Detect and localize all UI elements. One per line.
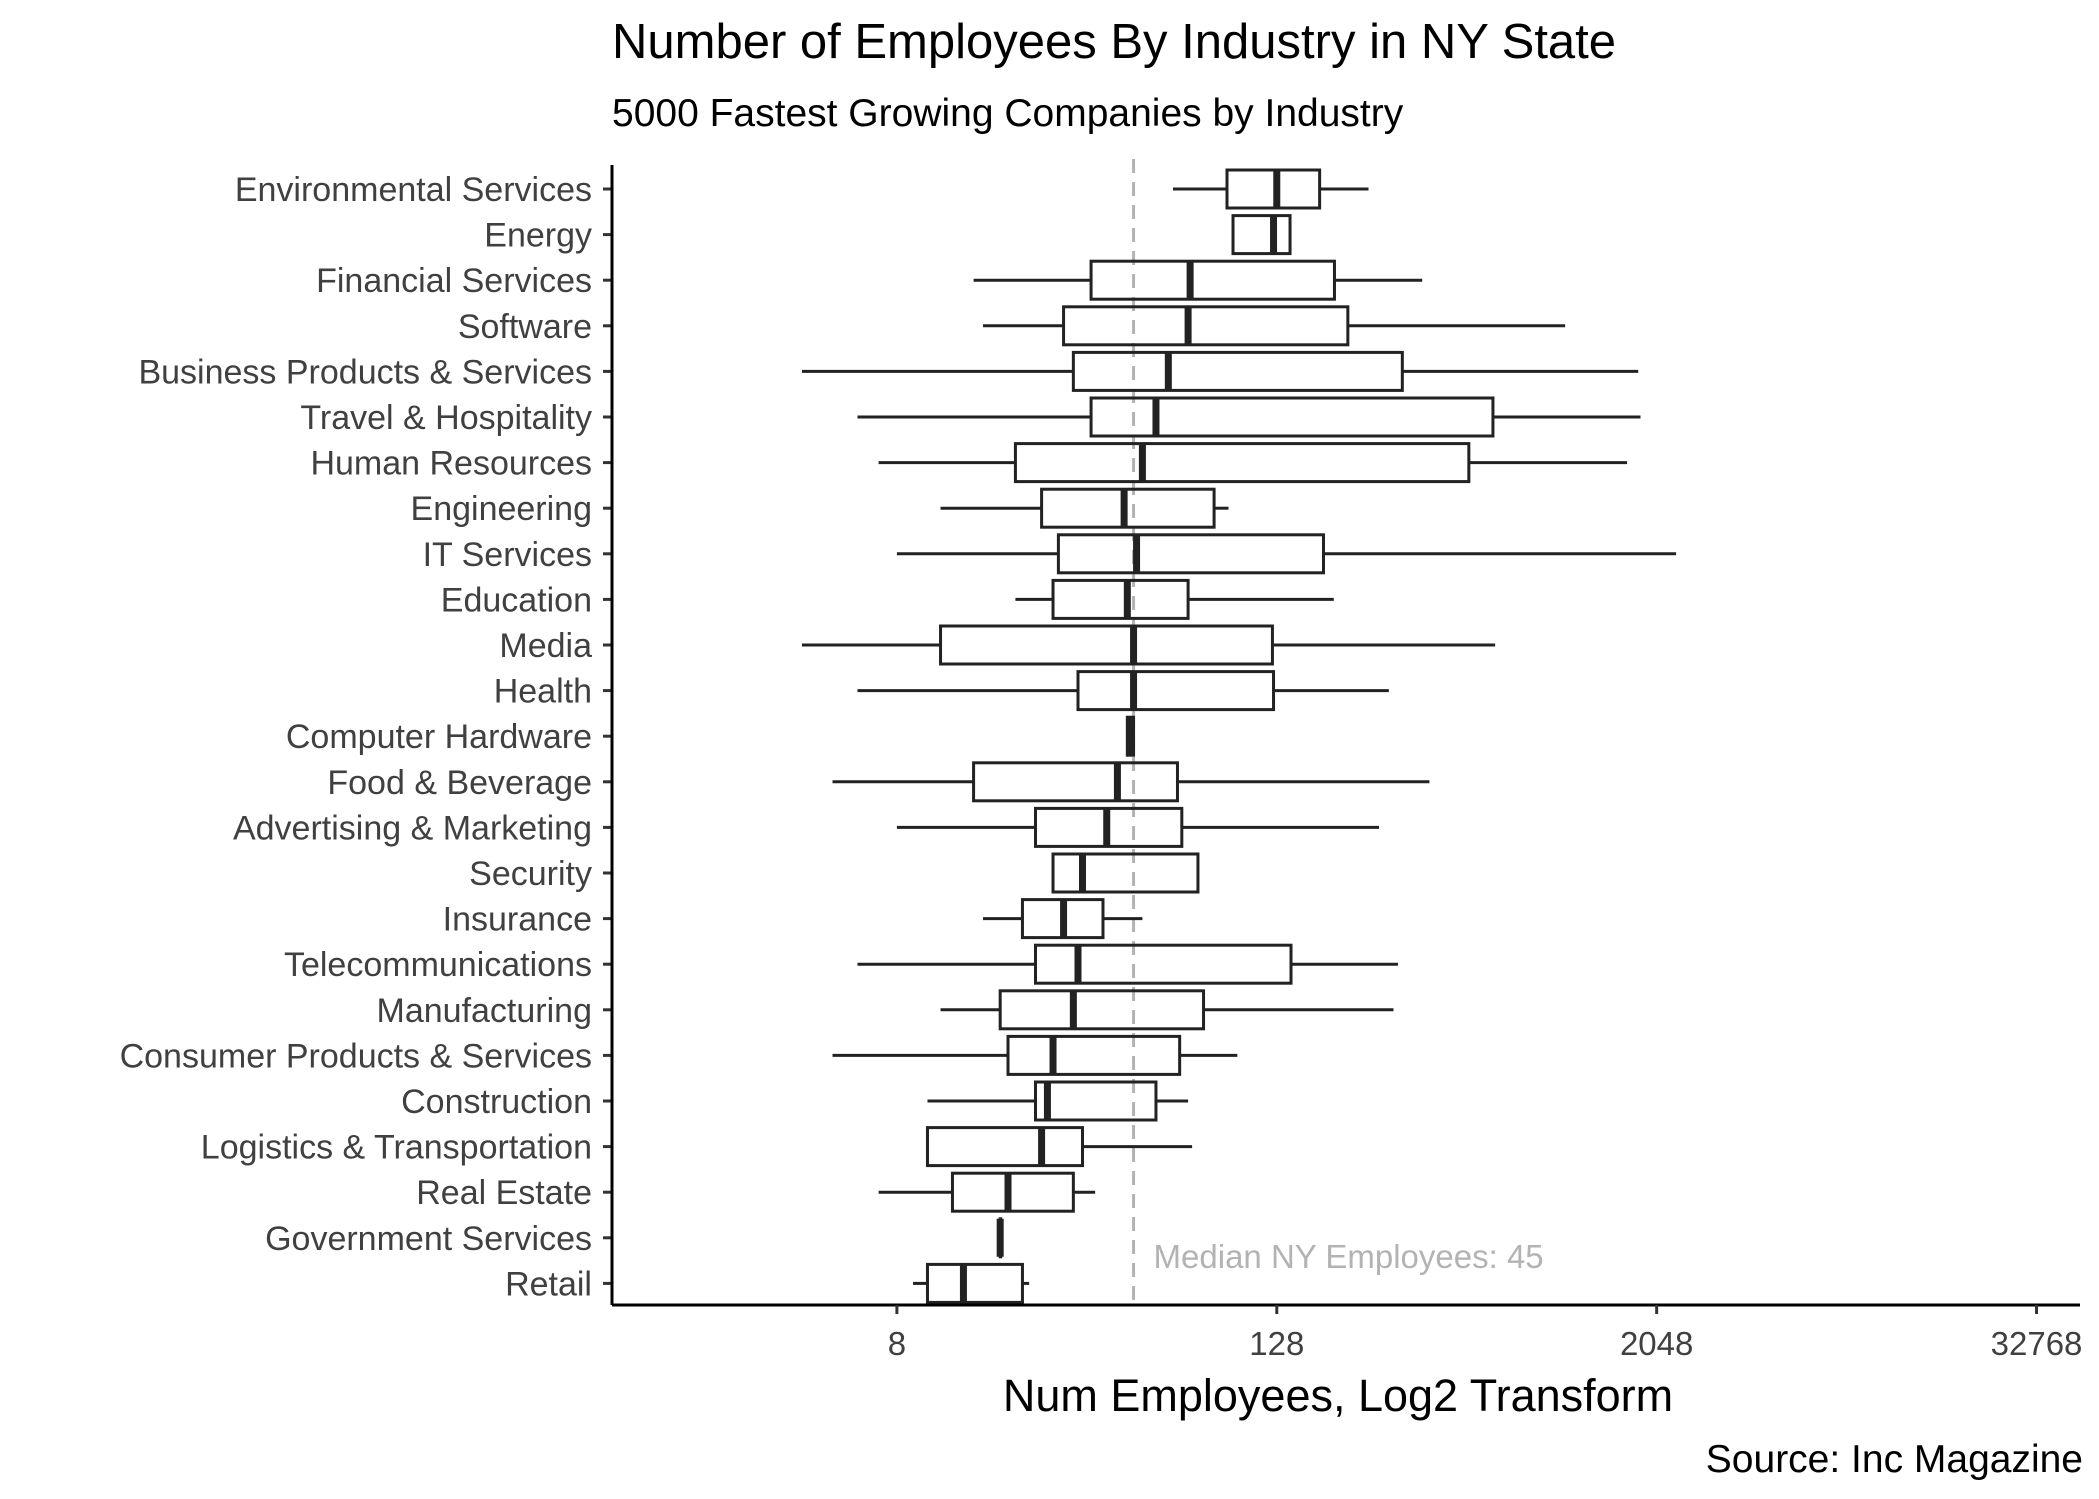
y-tick-label-environmental-services: Environmental Services	[235, 171, 592, 209]
reference-line-label: Median NY Employees: 45	[1154, 1238, 1544, 1275]
x-tick-label-2048: 2048	[1620, 1325, 1693, 1362]
box-it-services	[1056, 533, 1325, 575]
y-tick-label-real-estate: Real Estate	[416, 1174, 592, 1212]
y-tick-label-manufacturing: Manufacturing	[377, 992, 592, 1030]
labels-group: Environmental Services Energy Financial Se…	[120, 171, 2083, 1362]
chart-caption: Source: Inc Magazine	[1705, 1438, 2083, 1481]
box-retail	[925, 1262, 1024, 1304]
y-tick-label-software: Software	[458, 308, 592, 346]
box-education	[1051, 578, 1190, 620]
box-travel-hospitality	[1089, 396, 1495, 438]
chart-title: Number of Employees By Industry in NY St…	[612, 15, 1617, 69]
y-tick-label-consumer-products-services: Consumer Products & Services	[120, 1037, 592, 1075]
y-tick-label-computer-hardware: Computer Hardware	[286, 718, 592, 756]
y-tick-label-health: Health	[494, 673, 592, 711]
x-tick-label-32768: 32768	[1991, 1325, 2083, 1362]
x-axis-title: Num Employees, Log2 Transform	[1003, 1370, 1673, 1421]
box-real-estate	[950, 1171, 1075, 1213]
box-human-resources	[1013, 442, 1471, 484]
y-tick-label-logistics-transportation: Logistics & Transportation	[201, 1129, 592, 1167]
y-tick-label-construction: Construction	[401, 1083, 592, 1121]
y-tick-label-insurance: Insurance	[443, 901, 592, 939]
x-tick-label-128: 128	[1249, 1325, 1304, 1362]
box-food-beverage	[972, 761, 1179, 803]
y-tick-label-telecommunications: Telecommunications	[284, 946, 592, 984]
axes-group	[603, 165, 2080, 1314]
box-construction	[1034, 1080, 1158, 1122]
y-tick-label-energy: Energy	[484, 217, 592, 255]
y-tick-label-business-products-services: Business Products & Services	[138, 353, 592, 391]
box-telecommunications	[1034, 943, 1293, 985]
box-business-products-services	[1071, 350, 1404, 392]
x-tick-label-8: 8	[888, 1325, 906, 1362]
y-tick-label-engineering: Engineering	[411, 490, 592, 528]
y-tick-label-retail: Retail	[505, 1265, 592, 1303]
y-tick-label-education: Education	[441, 581, 592, 619]
y-tick-label-financial-services: Financial Services	[316, 262, 592, 300]
box-health	[1076, 670, 1276, 712]
y-tick-label-it-services: IT Services	[423, 536, 592, 574]
box-engineering	[1040, 487, 1216, 529]
box-manufacturing	[998, 989, 1206, 1031]
y-tick-label-advertising-marketing: Advertising & Marketing	[233, 809, 592, 847]
box-energy	[1231, 214, 1292, 256]
y-tick-label-travel-hospitality: Travel & Hospitality	[300, 399, 592, 437]
y-tick-label-security: Security	[469, 855, 592, 893]
y-tick-label-government-services: Government Services	[265, 1220, 592, 1258]
box-consumer-products-services	[1006, 1034, 1182, 1076]
y-tick-label-food-beverage: Food & Beverage	[327, 764, 592, 802]
box-media	[939, 624, 1274, 666]
y-tick-label-media: Media	[499, 627, 592, 665]
box-logistics-transportation	[925, 1126, 1084, 1168]
box-security	[1051, 852, 1200, 894]
box-software	[1062, 305, 1350, 347]
box-financial-services	[1089, 259, 1336, 301]
y-tick-label-human-resources: Human Resources	[310, 445, 592, 483]
chart-subtitle: 5000 Fastest Growing Companies by Indust…	[612, 92, 1404, 135]
boxes-group	[801, 168, 1677, 1304]
